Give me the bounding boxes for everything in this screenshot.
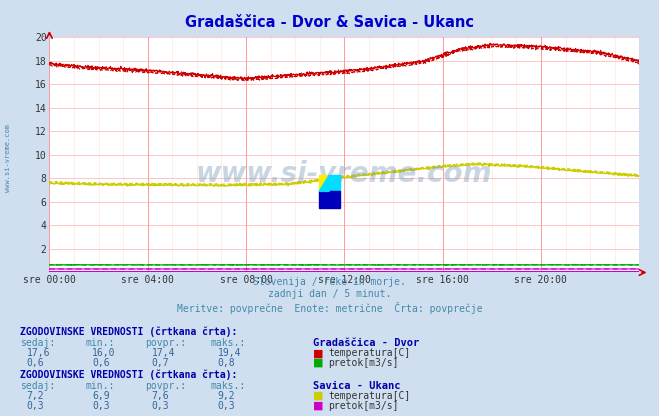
Text: www.si-vreme.com: www.si-vreme.com — [196, 160, 492, 188]
Text: ■: ■ — [313, 401, 324, 411]
Polygon shape — [319, 175, 330, 191]
Text: temperatura[C]: temperatura[C] — [328, 348, 411, 358]
Text: Gradaščica - Dvor & Savica - Ukanc: Gradaščica - Dvor & Savica - Ukanc — [185, 15, 474, 30]
Bar — [330, 175, 339, 191]
Text: Meritve: povprečne  Enote: metrične  Črta: povprečje: Meritve: povprečne Enote: metrične Črta:… — [177, 302, 482, 314]
Text: 0,8: 0,8 — [217, 358, 235, 368]
Text: 9,2: 9,2 — [217, 391, 235, 401]
Text: www.si-vreme.com: www.si-vreme.com — [5, 124, 11, 192]
Text: Gradaščica - Dvor: Gradaščica - Dvor — [313, 338, 419, 348]
Text: 7,6: 7,6 — [152, 391, 169, 401]
Text: sedaj:: sedaj: — [20, 381, 55, 391]
Text: 17,6: 17,6 — [26, 348, 50, 358]
Text: povpr.:: povpr.: — [145, 381, 186, 391]
Text: ■: ■ — [313, 358, 324, 368]
Text: pretok[m3/s]: pretok[m3/s] — [328, 358, 399, 368]
Text: Savica - Ukanc: Savica - Ukanc — [313, 381, 401, 391]
Text: 0,3: 0,3 — [152, 401, 169, 411]
Text: 19,4: 19,4 — [217, 348, 241, 358]
Text: ■: ■ — [313, 391, 324, 401]
Text: sedaj:: sedaj: — [20, 338, 55, 348]
Text: min.:: min.: — [86, 381, 115, 391]
Text: ZGODOVINSKE VREDNOSTI (črtkana črta):: ZGODOVINSKE VREDNOSTI (črtkana črta): — [20, 369, 237, 380]
Text: 0,3: 0,3 — [92, 401, 110, 411]
Text: 6,9: 6,9 — [92, 391, 110, 401]
Text: min.:: min.: — [86, 338, 115, 348]
Bar — [319, 175, 330, 191]
Text: 0,6: 0,6 — [26, 358, 44, 368]
Text: 0,6: 0,6 — [92, 358, 110, 368]
Text: 7,2: 7,2 — [26, 391, 44, 401]
Text: maks.:: maks.: — [211, 338, 246, 348]
Text: ZGODOVINSKE VREDNOSTI (črtkana črta):: ZGODOVINSKE VREDNOSTI (črtkana črta): — [20, 327, 237, 337]
Text: zadnji dan / 5 minut.: zadnji dan / 5 minut. — [268, 289, 391, 299]
Text: 0,3: 0,3 — [26, 401, 44, 411]
Text: povpr.:: povpr.: — [145, 338, 186, 348]
Text: ■: ■ — [313, 348, 324, 358]
Text: pretok[m3/s]: pretok[m3/s] — [328, 401, 399, 411]
Text: 16,0: 16,0 — [92, 348, 116, 358]
Bar — [319, 191, 339, 208]
Text: maks.:: maks.: — [211, 381, 246, 391]
Text: temperatura[C]: temperatura[C] — [328, 391, 411, 401]
Text: 17,4: 17,4 — [152, 348, 175, 358]
Text: 0,7: 0,7 — [152, 358, 169, 368]
Text: 0,3: 0,3 — [217, 401, 235, 411]
Text: Slovenija / reke in morje.: Slovenija / reke in morje. — [253, 277, 406, 287]
